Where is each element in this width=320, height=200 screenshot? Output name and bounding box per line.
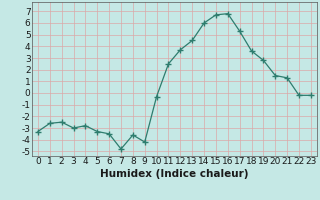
X-axis label: Humidex (Indice chaleur): Humidex (Indice chaleur) <box>100 169 249 179</box>
